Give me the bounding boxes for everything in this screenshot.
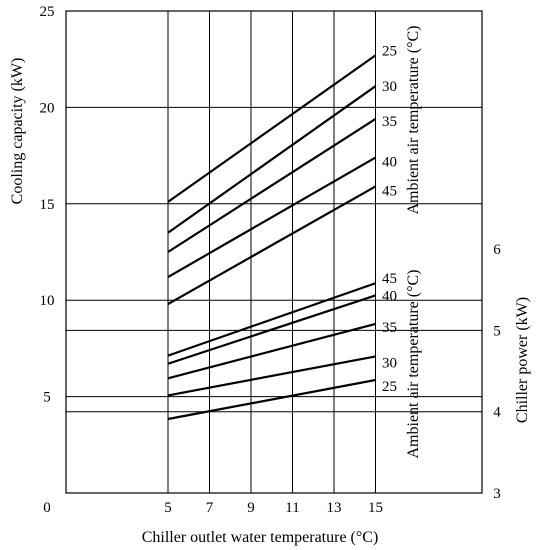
plot-frame: [65, 10, 483, 494]
grid-lines: [66, 11, 482, 493]
top-series-label-35: 35: [382, 114, 397, 130]
right-axis-label: Chiller power (kW): [514, 297, 531, 423]
series-lines: [167, 54, 377, 421]
x-tick-label: 9: [247, 500, 255, 516]
bottom-legend-title: Ambient air temperature (°C): [405, 270, 422, 459]
x-tick-label: 13: [327, 500, 342, 516]
left-tick-label: 15: [40, 197, 55, 213]
x-axis-label: Chiller outlet water temperature (°C): [142, 529, 379, 546]
x-tick-label: 7: [206, 500, 214, 516]
top-series-label-45: 45: [382, 183, 397, 199]
bottom-series-label-45: 45: [382, 271, 397, 287]
top-series-label-30: 30: [382, 79, 397, 95]
top-series-line-35: [167, 118, 377, 253]
bottom-series-line-40: [167, 294, 376, 365]
top-series-line-25: [167, 54, 377, 203]
x-tick-label: 0: [43, 500, 51, 516]
top-series-label-25: 25: [382, 43, 397, 59]
bottom-series-label-25: 25: [382, 379, 397, 395]
x-tick-label: 15: [368, 500, 383, 516]
right-tick-label: 6: [493, 242, 501, 258]
x-tick-label: 5: [164, 500, 172, 516]
top-legend-title: Ambient air temperature (°C): [405, 26, 422, 215]
top-series-label-40: 40: [382, 155, 397, 171]
left-tick-label: 25: [40, 4, 55, 20]
bottom-series-label-30: 30: [382, 355, 397, 371]
bottom-series-line-45: [167, 282, 376, 357]
left-tick-label: 5: [43, 390, 51, 406]
bottom-series-line-35: [167, 322, 376, 380]
bottom-series-line-30: [167, 355, 376, 397]
top-series-line-45: [167, 185, 377, 306]
left-tick-label: 10: [40, 293, 55, 309]
top-series-line-40: [167, 156, 377, 279]
x-tick-label: 11: [285, 500, 299, 516]
left-axis-label: Cooling capacity (kW): [9, 58, 26, 205]
bottom-series-label-40: 40: [382, 288, 397, 304]
bottom-series-label-35: 35: [382, 320, 397, 336]
left-tick-label: 20: [40, 100, 55, 116]
right-tick-label: 5: [493, 323, 501, 339]
right-tick-label: 4: [493, 405, 501, 421]
bottom-series-line-25: [167, 378, 376, 421]
top-series-line-30: [167, 85, 377, 234]
right-tick-label: 3: [493, 486, 501, 502]
